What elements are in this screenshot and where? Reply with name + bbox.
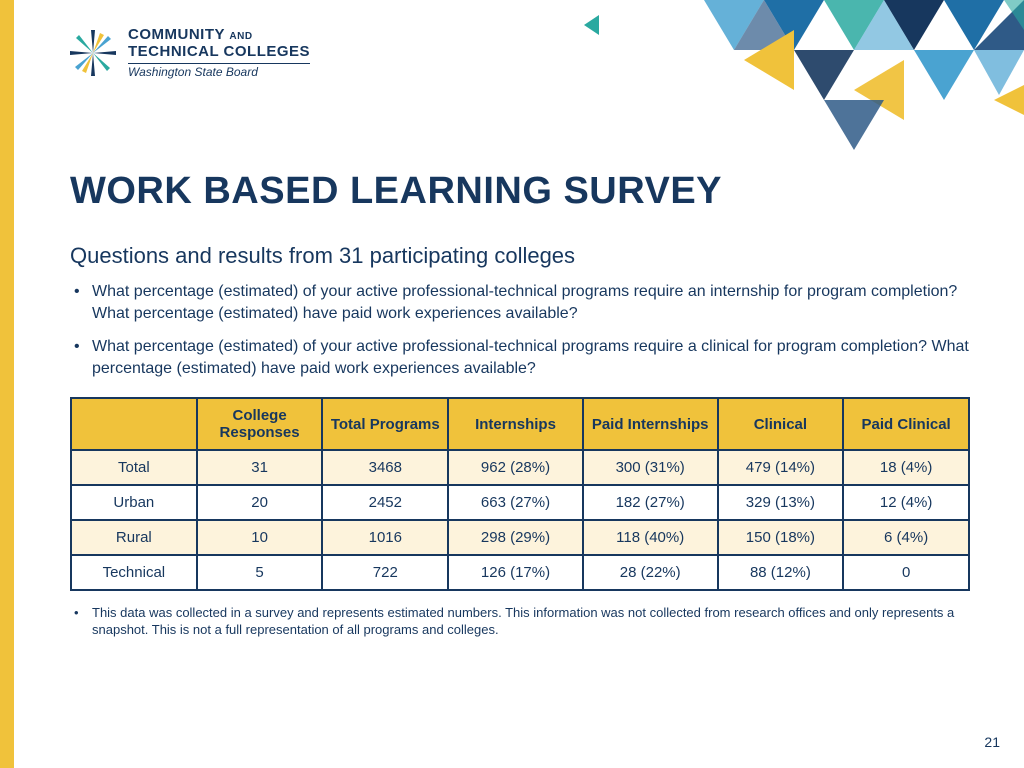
org-logo: COMMUNITY AND TECHNICAL COLLEGES Washing… — [68, 26, 310, 79]
table-cell: 182 (27%) — [583, 485, 718, 520]
table-cell: 10 — [197, 520, 323, 555]
table-cell: 0 — [843, 555, 969, 590]
table-cell: 118 (40%) — [583, 520, 718, 555]
row-label: Technical — [71, 555, 197, 590]
table-cell: 722 — [322, 555, 448, 590]
subtitle: Questions and results from 31 participat… — [70, 243, 970, 269]
table-cell: 12 (4%) — [843, 485, 969, 520]
table-row: Total313468962 (28%)300 (31%)479 (14%)18… — [71, 450, 969, 485]
row-label: Rural — [71, 520, 197, 555]
results-table: College Responses Total Programs Interns… — [70, 397, 970, 591]
table-cell: 31 — [197, 450, 323, 485]
bullet-item: What percentage (estimated) of your acti… — [70, 281, 970, 324]
logo-line2: TECHNICAL COLLEGES — [128, 43, 310, 60]
col-header: Paid Internships — [583, 398, 718, 450]
col-header: College Responses — [197, 398, 323, 450]
page-number: 21 — [984, 734, 1000, 750]
table-cell: 6 (4%) — [843, 520, 969, 555]
table-cell: 150 (18%) — [718, 520, 844, 555]
logo-starburst-icon — [68, 28, 118, 78]
logo-line1a: COMMUNITY — [128, 26, 225, 43]
question-list: What percentage (estimated) of your acti… — [70, 281, 970, 379]
table-cell: 20 — [197, 485, 323, 520]
row-label: Total — [71, 450, 197, 485]
table-cell: 28 (22%) — [583, 555, 718, 590]
table-cell: 88 (12%) — [718, 555, 844, 590]
col-header: Total Programs — [322, 398, 448, 450]
accent-bar — [0, 0, 14, 768]
table-cell: 3468 — [322, 450, 448, 485]
row-label: Urban — [71, 485, 197, 520]
table-cell: 479 (14%) — [718, 450, 844, 485]
logo-line3: Washington State Board — [128, 63, 310, 80]
table-cell: 663 (27%) — [448, 485, 583, 520]
bullet-item: What percentage (estimated) of your acti… — [70, 336, 970, 379]
table-cell: 126 (17%) — [448, 555, 583, 590]
table-row: Urban202452663 (27%)182 (27%)329 (13%)12… — [71, 485, 969, 520]
table-header-row: College Responses Total Programs Interns… — [71, 398, 969, 450]
table-cell: 300 (31%) — [583, 450, 718, 485]
table-cell: 329 (13%) — [718, 485, 844, 520]
table-cell: 1016 — [322, 520, 448, 555]
table-cell: 298 (29%) — [448, 520, 583, 555]
footnote-text: This data was collected in a survey and … — [70, 605, 970, 639]
table-row: Rural101016298 (29%)118 (40%)150 (18%)6 … — [71, 520, 969, 555]
table-cell: 2452 — [322, 485, 448, 520]
slide-content: WORK BASED LEARNING SURVEY Questions and… — [70, 170, 970, 639]
header-graphic — [564, 0, 1024, 160]
table-cell: 962 (28%) — [448, 450, 583, 485]
col-header: Paid Clinical — [843, 398, 969, 450]
footnote-list: This data was collected in a survey and … — [70, 605, 970, 639]
page-title: WORK BASED LEARNING SURVEY — [70, 170, 970, 213]
logo-line1b: AND — [229, 31, 252, 42]
table-cell: 18 (4%) — [843, 450, 969, 485]
col-header: Clinical — [718, 398, 844, 450]
table-cell: 5 — [197, 555, 323, 590]
col-header: Internships — [448, 398, 583, 450]
col-header — [71, 398, 197, 450]
table-row: Technical5722126 (17%)28 (22%)88 (12%)0 — [71, 555, 969, 590]
